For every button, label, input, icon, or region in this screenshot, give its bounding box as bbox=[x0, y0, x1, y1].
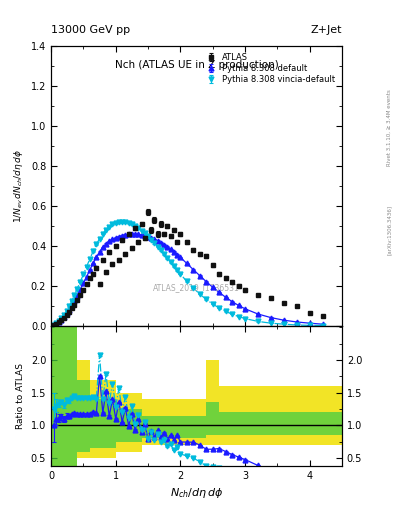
Text: 13000 GeV pp: 13000 GeV pp bbox=[51, 25, 130, 35]
Legend: ATLAS, Pythia 8.308 default, Pythia 8.308 vincia-default: ATLAS, Pythia 8.308 default, Pythia 8.30… bbox=[201, 50, 338, 87]
Text: [arXiv:1306.3436]: [arXiv:1306.3436] bbox=[387, 205, 391, 255]
Y-axis label: $1/N_{ev}\,dN_{ch}/d\eta\,d\phi$: $1/N_{ev}\,dN_{ch}/d\eta\,d\phi$ bbox=[12, 149, 25, 223]
Text: Nch (ATLAS UE in Z production): Nch (ATLAS UE in Z production) bbox=[115, 60, 278, 70]
Text: Z+Jet: Z+Jet bbox=[310, 25, 342, 35]
Text: ATLAS_2019_I1736531: ATLAS_2019_I1736531 bbox=[153, 283, 240, 292]
Text: Rivet 3.1.10, ≥ 3.4M events: Rivet 3.1.10, ≥ 3.4M events bbox=[387, 90, 391, 166]
X-axis label: $N_{ch}/d\eta\,d\phi$: $N_{ch}/d\eta\,d\phi$ bbox=[170, 486, 223, 500]
Y-axis label: Ratio to ATLAS: Ratio to ATLAS bbox=[16, 363, 25, 429]
